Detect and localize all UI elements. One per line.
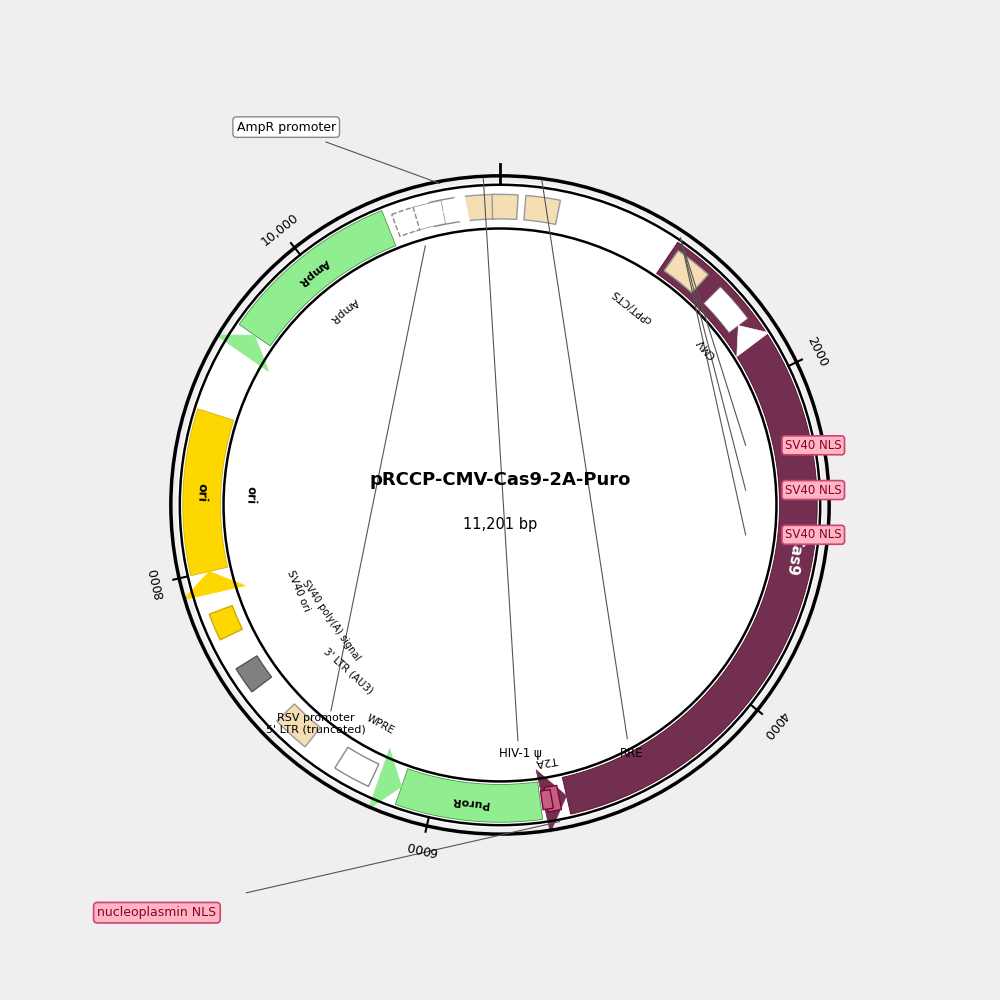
Polygon shape xyxy=(392,207,420,236)
Polygon shape xyxy=(277,704,320,747)
Text: HIV-1 ψ: HIV-1 ψ xyxy=(499,747,541,760)
Polygon shape xyxy=(209,606,242,640)
Text: ori: ori xyxy=(195,483,209,502)
Polygon shape xyxy=(335,747,379,786)
Text: AmpR promoter: AmpR promoter xyxy=(237,121,336,134)
Text: PuroR: PuroR xyxy=(451,795,489,809)
Text: cPPT/CTS: cPPT/CTS xyxy=(610,287,654,325)
Polygon shape xyxy=(236,656,272,692)
Text: 2000: 2000 xyxy=(804,335,830,369)
Text: nucleoplasmin NLS: nucleoplasmin NLS xyxy=(97,906,216,919)
Polygon shape xyxy=(737,326,769,357)
Text: 6000: 6000 xyxy=(405,838,439,858)
Polygon shape xyxy=(562,242,817,814)
Text: SV40 poly(A) signal: SV40 poly(A) signal xyxy=(300,579,362,663)
Text: SV40 NLS: SV40 NLS xyxy=(785,528,842,541)
Polygon shape xyxy=(183,409,234,576)
Text: ori: ori xyxy=(244,485,257,504)
Polygon shape xyxy=(183,571,245,600)
Polygon shape xyxy=(429,197,460,226)
Polygon shape xyxy=(492,194,518,219)
Text: SV40 NLS: SV40 NLS xyxy=(785,484,842,497)
Text: T2A: T2A xyxy=(535,754,558,768)
Polygon shape xyxy=(524,195,560,224)
Text: RSV promoter
5' LTR (truncated): RSV promoter 5' LTR (truncated) xyxy=(266,713,366,735)
Polygon shape xyxy=(536,770,566,832)
Text: 10,000: 10,000 xyxy=(259,211,302,249)
Text: pRCCP-CMV-Cas9-2A-Puro: pRCCP-CMV-Cas9-2A-Puro xyxy=(369,471,631,489)
Text: AmpR: AmpR xyxy=(328,296,360,324)
Circle shape xyxy=(178,183,822,827)
Text: Cas9: Cas9 xyxy=(783,533,805,576)
Polygon shape xyxy=(664,251,708,293)
Text: SV40 ori: SV40 ori xyxy=(285,569,311,614)
Polygon shape xyxy=(540,789,553,810)
Text: 3' LTR (AU3): 3' LTR (AU3) xyxy=(322,646,375,696)
Polygon shape xyxy=(407,201,446,231)
Text: CMV: CMV xyxy=(695,336,717,361)
Polygon shape xyxy=(704,287,748,333)
Polygon shape xyxy=(544,785,562,812)
Text: 4000: 4000 xyxy=(760,708,790,741)
Circle shape xyxy=(225,230,775,780)
Text: 11,201 bp: 11,201 bp xyxy=(463,517,537,532)
Polygon shape xyxy=(239,211,396,346)
Text: AmpR: AmpR xyxy=(296,257,331,287)
Text: RRE: RRE xyxy=(619,747,643,760)
Text: 8000: 8000 xyxy=(147,566,167,600)
Polygon shape xyxy=(368,748,402,809)
Text: SV40 NLS: SV40 NLS xyxy=(785,439,842,452)
Polygon shape xyxy=(216,335,269,371)
Polygon shape xyxy=(443,188,470,227)
Polygon shape xyxy=(395,769,543,822)
Text: WPRE: WPRE xyxy=(365,713,396,736)
Polygon shape xyxy=(463,194,495,221)
